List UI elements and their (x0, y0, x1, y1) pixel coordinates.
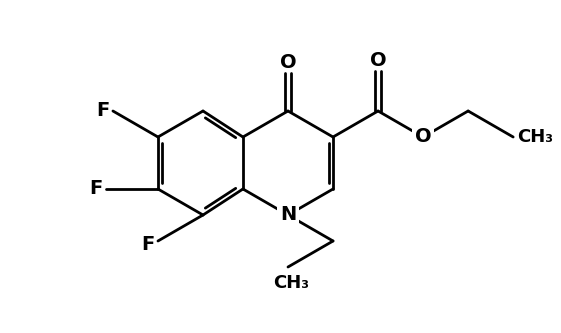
Text: CH₃: CH₃ (273, 274, 309, 292)
Text: F: F (89, 179, 103, 198)
Text: O: O (415, 128, 431, 147)
Text: N: N (280, 205, 296, 224)
Text: O: O (280, 53, 296, 72)
Text: F: F (141, 234, 155, 253)
Text: CH₃: CH₃ (517, 128, 553, 146)
Text: O: O (370, 51, 387, 70)
Text: F: F (96, 102, 109, 121)
